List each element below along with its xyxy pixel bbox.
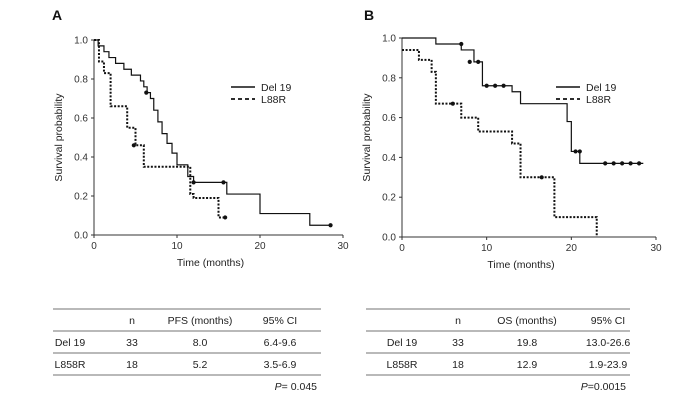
table-cell: 3.5-6.9 (264, 359, 297, 371)
x-axis-title: Time (months) (487, 259, 554, 271)
censor-mark (131, 143, 136, 148)
table-cell: 6.4-9.6 (264, 337, 297, 349)
km-curve-l88r (402, 48, 598, 237)
y-tick-label: 1.0 (382, 34, 396, 45)
x-tick-label: 20 (566, 243, 578, 254)
y-tick-label: 0.2 (74, 192, 88, 203)
stats-table-1: n PFS (months) 95% CI Del 19 33 8.0 6.4-9.6 L85… (53, 308, 321, 393)
censor-mark (539, 175, 544, 180)
x-tick-label: 20 (254, 241, 266, 252)
y-tick-label: 0.0 (74, 231, 88, 242)
censor-mark (476, 59, 481, 64)
y-tick-label: 0.6 (382, 113, 396, 124)
y-tick-label: 0.4 (382, 153, 396, 164)
chart-panel-b: B 0 10 20 30 0.0 0.2 0.4 0.6 0.8 1.0 Time (months) S… (361, 7, 662, 271)
x-tick-label: 30 (650, 243, 662, 254)
p-value-footnote: P= 0.045 (275, 381, 318, 393)
table-header-cell: n (129, 315, 135, 327)
censor-mark (577, 149, 582, 154)
legend-label: Del 19 (261, 82, 292, 94)
table-cell: L858R (387, 359, 418, 371)
table-cell: Del 19 (387, 337, 418, 349)
table-cell: 5.2 (193, 359, 208, 371)
x-tick-label: 30 (337, 241, 349, 252)
y-tick-label: 0.6 (74, 114, 88, 125)
censor-mark (611, 161, 616, 166)
x-tick-label: 10 (481, 243, 493, 254)
y-axis-title: Survival probability (361, 93, 373, 182)
y-tick-label: 0.2 (382, 193, 396, 204)
censor-mark (628, 161, 633, 166)
table-header-cell: n (455, 315, 461, 327)
censor-mark (484, 83, 489, 88)
table-cell: L858R (55, 359, 86, 371)
censor-mark (459, 41, 464, 47)
table-cell: 12.9 (517, 359, 538, 371)
censor-mark (223, 215, 228, 220)
censor-mark (144, 90, 149, 95)
censor-mark (191, 180, 196, 185)
y-tick-label: 0.8 (382, 73, 396, 84)
table-cell: 18 (452, 359, 464, 371)
censor-mark (467, 59, 472, 64)
y-tick-label: 0.4 (74, 153, 88, 164)
table-cell: 33 (126, 337, 138, 349)
km-curve-del19 (402, 37, 644, 164)
x-tick-label: 0 (399, 243, 405, 254)
panel-letter: B (364, 7, 374, 23)
x-axis-title: Time (months) (177, 257, 244, 269)
table-cell: 1.9-23.9 (589, 359, 628, 371)
legend-label: L88R (261, 94, 287, 106)
censor-mark (328, 223, 333, 228)
legend-label: L88R (586, 94, 612, 106)
censor-mark (450, 101, 455, 106)
table-header-cell: 95% CI (591, 315, 625, 327)
table-cell: 13.0-26.6 (586, 337, 631, 349)
censor-mark (603, 161, 608, 166)
y-tick-label: 0.8 (74, 75, 88, 86)
censor-mark (620, 161, 625, 166)
panel-letter: A (52, 7, 62, 23)
y-tick-label: 1.0 (74, 36, 88, 47)
km-curve-l88r (94, 39, 226, 219)
table-cell: 19.8 (517, 337, 538, 349)
censor-mark (573, 149, 578, 154)
x-tick-label: 0 (91, 241, 97, 252)
y-tick-label: 0.0 (382, 233, 396, 244)
chart-panel-a: A 0 10 20 30 0.0 0.2 0.4 0.6 0.8 1.0 Time (months) S… (52, 7, 349, 269)
p-value-footnote: P=0.0015 (581, 381, 626, 393)
table-cell: 8.0 (193, 337, 208, 349)
km-curve-del19 (94, 39, 331, 226)
censor-mark (221, 180, 226, 185)
table-cell: 18 (126, 359, 138, 371)
legend-label: Del 19 (586, 82, 617, 94)
censor-mark (501, 83, 506, 88)
table-header-cell: PFS (months) (168, 315, 233, 327)
table-header-cell: OS (months) (497, 315, 557, 327)
table-cell: Del 19 (55, 337, 86, 349)
x-tick-label: 10 (171, 241, 183, 252)
y-axis-title: Survival probability (53, 93, 65, 182)
table-header-cell: 95% CI (263, 315, 297, 327)
censor-mark (636, 161, 642, 166)
stats-table-2: n OS (months) 95% CI Del 19 33 19.8 13.0-26.6 L… (366, 308, 631, 393)
censor-mark (493, 83, 498, 88)
table-cell: 33 (452, 337, 464, 349)
